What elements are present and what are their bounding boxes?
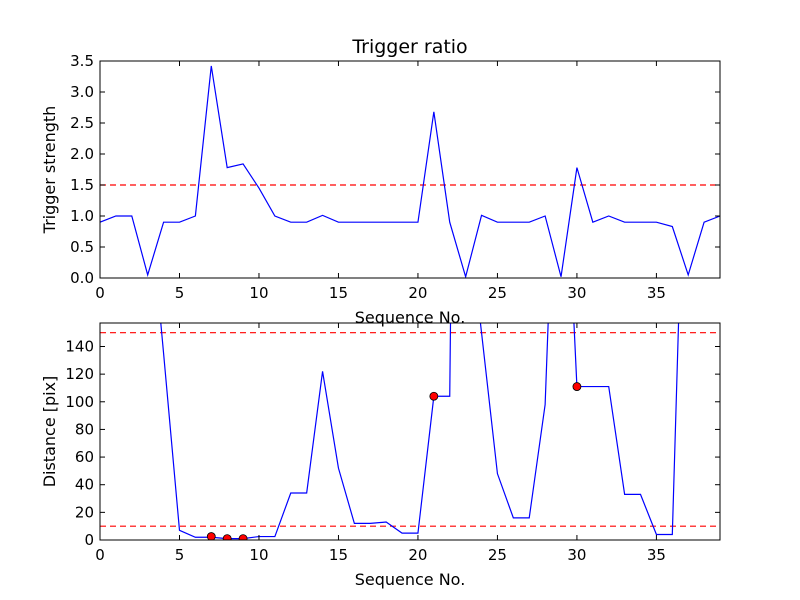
y-tick-label: 20 [75,503,94,521]
y-tick-label: 0.0 [70,269,94,287]
x-tick-label: 5 [175,284,185,302]
y-axis-label: Distance [pix] [40,376,59,488]
trigger-ratio-panel: 0 5 10 15 20 25 30 35 0.0 0.5 1.0 1.5 2.0 2.5 3.0 3.5 Tr… [40,36,721,327]
y-tick-label: 0 [84,531,94,549]
y-tick-label: 100 [65,393,94,411]
x-tick-label: 20 [408,284,427,302]
x-tick-label: 35 [647,546,666,564]
series-line [100,65,720,278]
y-tick-label: 120 [65,365,94,383]
x-tick-label: 35 [647,284,666,302]
x-axis-label: Sequence No. [355,308,466,327]
x-axis-label: Sequence No. [355,570,466,589]
data-marker [222,534,232,540]
x-tick-label: 10 [249,546,268,564]
axes-frame [99,60,721,279]
y-axis-label: Trigger strength [40,106,59,235]
x-tick-label: 5 [175,546,185,564]
data-marker [429,391,439,401]
plot-area [100,323,720,540]
y-tick-label: 3.0 [70,83,94,101]
x-tick-label: 0 [95,284,105,302]
y-tick-label: 140 [65,337,94,355]
data-marker [206,532,216,540]
y-tick-label: 2.0 [70,145,94,163]
x-tick-label: 30 [567,546,586,564]
y-tick-label: 60 [75,448,94,466]
y-tick-label: 40 [75,476,94,494]
axes-frame [99,322,721,541]
x-tick-label: 30 [567,284,586,302]
x-tick-label: 20 [408,546,427,564]
plot-area [100,65,720,278]
chart-title: Trigger ratio [351,36,467,58]
y-tick-label: 1.5 [70,176,94,194]
x-tick-label: 0 [95,546,105,564]
x-tick-label: 10 [249,284,268,302]
x-tick-label: 15 [329,546,348,564]
x-tick-label: 15 [329,284,348,302]
y-tick-label: 2.5 [70,114,94,132]
data-marker [238,534,248,540]
series-line [160,323,680,540]
data-marker [572,382,582,391]
y-tick-label: 80 [75,420,94,438]
y-tick-label: 3.5 [70,52,94,70]
x-tick-label: 25 [488,546,507,564]
distance-panel: 0 5 10 15 20 25 30 35 0 20 40 60 80 100 120 140 Sequence… [40,322,721,589]
x-tick-label: 25 [488,284,507,302]
y-tick-label: 1.0 [70,207,94,225]
y-tick-label: 0.5 [70,238,94,256]
